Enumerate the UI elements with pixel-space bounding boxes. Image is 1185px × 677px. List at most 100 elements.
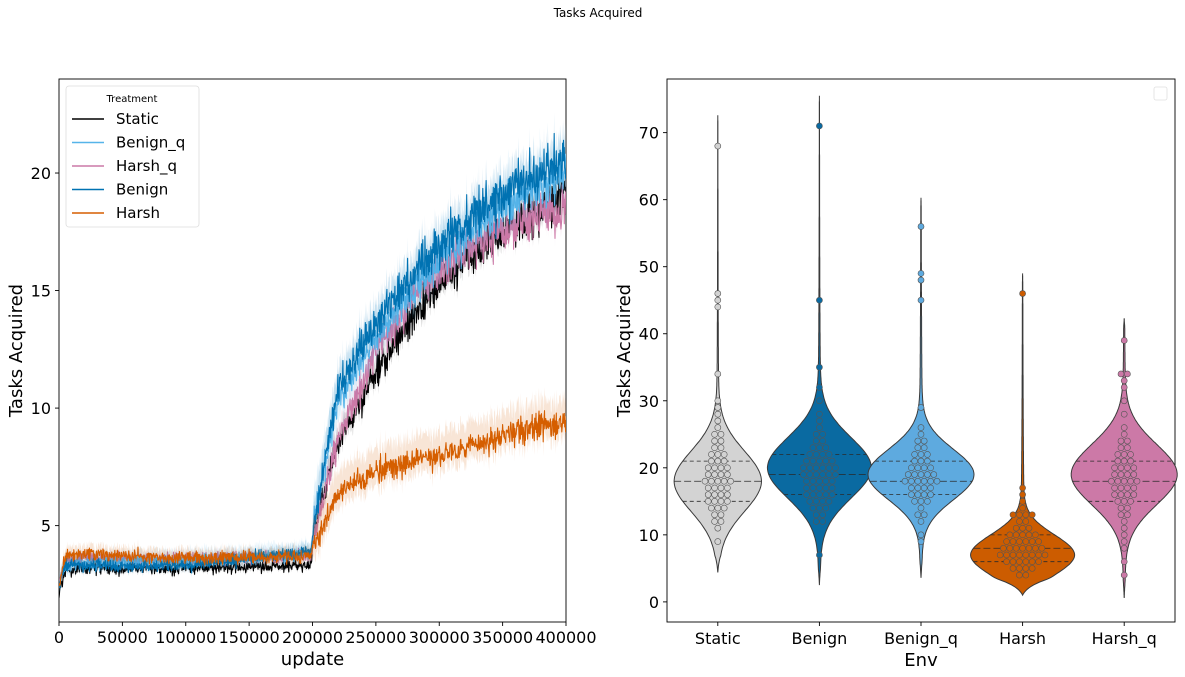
data-point: [920, 444, 928, 452]
data-point: [816, 504, 823, 512]
data-point: [1022, 571, 1030, 579]
category-label: Benign_q: [884, 629, 958, 649]
data-point: [717, 464, 725, 472]
data-point: [704, 491, 712, 498]
data-point: [1019, 484, 1026, 492]
data-point: [816, 491, 823, 498]
category-label: Static: [695, 629, 741, 648]
data-point: [1012, 524, 1020, 532]
data-point: [920, 477, 928, 485]
confidence-band-harsh: [59, 387, 566, 591]
data-point: [819, 511, 826, 519]
data-point: [806, 451, 814, 458]
violin-group: [673, 95, 1178, 598]
data-point: [819, 437, 826, 445]
data-point: [924, 457, 931, 465]
x-tick-label: 150000: [219, 628, 280, 647]
y-axis-label: Tasks Acquired: [6, 284, 27, 418]
data-point: [816, 410, 823, 418]
y-axis-label: Tasks Acquired: [614, 284, 635, 418]
data-point: [917, 270, 925, 277]
data-point: [1028, 511, 1036, 519]
data-point: [800, 464, 807, 472]
data-point: [1108, 477, 1115, 485]
data-point: [1120, 558, 1128, 565]
y-tick-label: 15: [31, 282, 51, 301]
data-point: [714, 417, 722, 425]
category-label: Benign: [792, 629, 848, 648]
data-point: [917, 296, 925, 304]
data-point: [920, 464, 928, 472]
data-point: [714, 457, 722, 465]
data-point: [1019, 544, 1026, 552]
data-point: [1124, 370, 1131, 378]
violin-plot-axes: 0 10 20 30 40 50 60 70 Static Benign Benign_q Harsh…: [614, 78, 1176, 671]
data-point: [1120, 571, 1128, 579]
data-point: [1117, 444, 1125, 452]
data-point: [1124, 511, 1131, 519]
data-point: [911, 498, 918, 505]
data-point: [1124, 491, 1131, 498]
data-point: [724, 471, 731, 478]
line-series-group: [59, 112, 566, 601]
data-point: [717, 444, 725, 452]
data-point: [1019, 531, 1026, 539]
data-point: [1016, 538, 1023, 545]
data-point: [1117, 491, 1125, 498]
swarm-benign_q: [901, 223, 941, 545]
data-point: [1130, 471, 1138, 478]
data-point: [1012, 544, 1020, 552]
data-point: [1120, 424, 1128, 431]
data-point: [1035, 538, 1042, 545]
data-point: [914, 437, 922, 445]
x-tick-label: 100000: [155, 628, 216, 647]
data-point: [803, 477, 810, 485]
legend-entry: Harsh_q: [116, 157, 177, 176]
data-point: [714, 404, 722, 411]
data-point: [812, 511, 820, 519]
data-point: [714, 451, 722, 458]
data-point: [1124, 471, 1131, 478]
data-point: [816, 384, 823, 391]
data-point: [1019, 491, 1026, 498]
data-point: [1016, 571, 1023, 579]
data-point: [704, 471, 712, 478]
data-point: [812, 451, 820, 458]
x-tick-label: 350000: [472, 628, 533, 647]
data-point: [806, 464, 814, 472]
data-point: [917, 223, 925, 230]
data-point: [917, 538, 925, 545]
data-point: [920, 484, 928, 492]
data-point: [1117, 471, 1125, 478]
data-point: [724, 464, 731, 472]
data-point: [714, 303, 722, 311]
data-point: [828, 477, 836, 485]
data-point: [1114, 451, 1122, 458]
data-point: [714, 142, 722, 150]
data-point: [816, 457, 823, 465]
data-point: [812, 430, 820, 438]
data-point: [816, 296, 823, 304]
data-point: [1016, 511, 1023, 519]
data-point: [819, 471, 826, 478]
data-point: [816, 417, 823, 425]
data-point: [917, 424, 925, 431]
y-tick-label: 60: [639, 191, 659, 210]
legend-frame: [65, 85, 200, 228]
data-point: [816, 122, 823, 130]
data-point: [927, 491, 934, 498]
data-point: [924, 451, 931, 458]
series-line-benign: [59, 132, 566, 589]
data-point: [816, 424, 823, 431]
data-point: [822, 457, 830, 465]
data-point: [914, 444, 922, 452]
data-point: [1022, 565, 1030, 572]
data-point: [1022, 518, 1030, 525]
data-point: [809, 504, 817, 512]
data-point: [717, 518, 725, 525]
data-point: [717, 430, 725, 438]
y-tick-label: 70: [639, 124, 659, 143]
data-point: [714, 410, 722, 418]
y-tick-label: 5: [41, 517, 51, 536]
category-label: Harsh: [999, 629, 1046, 648]
